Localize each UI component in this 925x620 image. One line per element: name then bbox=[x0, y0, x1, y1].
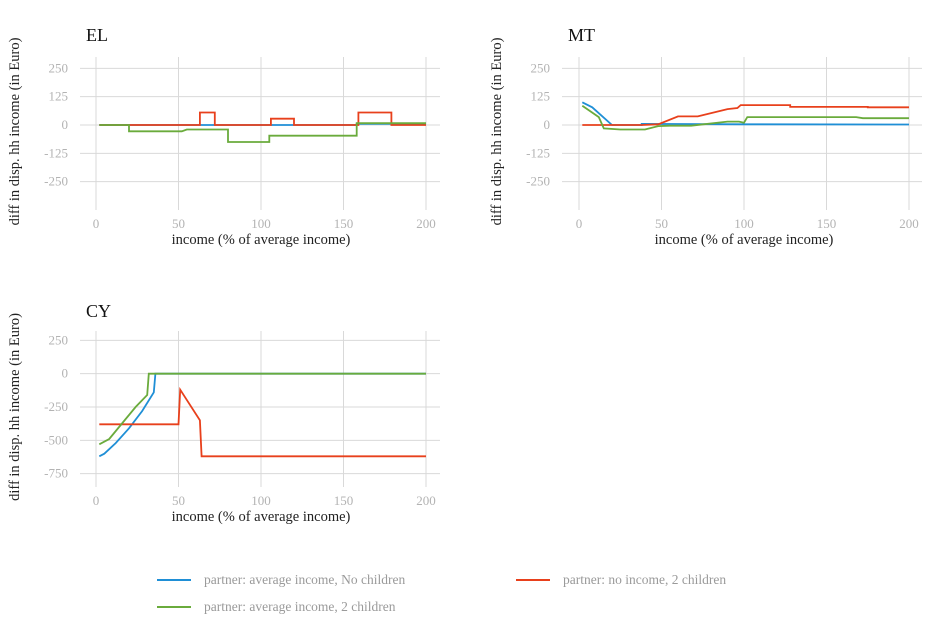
legend: partner: average income, No children par… bbox=[157, 572, 726, 614]
y-tick-label: 0 bbox=[62, 366, 69, 381]
x-axis-title: income (% of average income) bbox=[172, 232, 351, 248]
panel-title: CY bbox=[86, 301, 111, 321]
panel-title: EL bbox=[86, 25, 108, 45]
series-line-1 bbox=[582, 104, 909, 126]
x-tick-label: 100 bbox=[251, 216, 271, 231]
x-tick-label: 200 bbox=[416, 216, 436, 231]
y-tick-label: 250 bbox=[49, 60, 69, 75]
series-line-1 bbox=[99, 111, 426, 126]
panel-mt: 0 50 100 150 200 250 125 0 -125 -250 MT income (% o… bbox=[489, 25, 922, 248]
legend-label: partner: no income, 2 children bbox=[563, 572, 726, 587]
y-axis-title: diff in disp. hh income (in Euro) bbox=[489, 37, 505, 225]
x-tick-label: 0 bbox=[93, 493, 100, 508]
series-line-2 bbox=[99, 122, 426, 143]
x-axis-title: income (% of average income) bbox=[655, 232, 834, 248]
series-line-0 bbox=[98, 372, 426, 458]
legend-item-no-income-2-children: partner: no income, 2 children bbox=[516, 572, 726, 587]
y-tick-label: 125 bbox=[531, 89, 551, 104]
y-tick-label: 125 bbox=[49, 89, 69, 104]
x-tick-label: 100 bbox=[251, 493, 271, 508]
y-tick-label: -125 bbox=[44, 145, 68, 160]
chart-panels: 0 50 100 150 200 250 125 0 -125 -250 EL income (% o… bbox=[7, 25, 922, 525]
legend-item-avg-2-children: partner: average income, 2 children bbox=[157, 599, 396, 614]
x-tick-label: 200 bbox=[416, 493, 436, 508]
x-axis-title: income (% of average income) bbox=[172, 509, 351, 525]
y-tick-label: -250 bbox=[44, 174, 68, 189]
y-axis-title: diff in disp. hh income (in Euro) bbox=[7, 37, 23, 225]
panel-cy: 0 50 100 150 200 250 0 -250 -500 -750 CY income (% … bbox=[7, 301, 440, 525]
x-tick-label: 0 bbox=[93, 216, 100, 231]
y-axis-title: diff in disp. hh income (in Euro) bbox=[7, 313, 23, 501]
legend-label: partner: average income, 2 children bbox=[204, 599, 396, 614]
x-tick-label: 50 bbox=[655, 216, 668, 231]
y-tick-label: -250 bbox=[44, 399, 68, 414]
x-tick-label: 200 bbox=[899, 216, 919, 231]
y-tick-label: 0 bbox=[62, 117, 69, 132]
y-tick-label: -125 bbox=[526, 145, 550, 160]
y-tick-label: 0 bbox=[544, 117, 551, 132]
legend-label: partner: average income, No children bbox=[204, 572, 406, 587]
x-tick-label: 100 bbox=[734, 216, 754, 231]
x-tick-label: 50 bbox=[172, 216, 185, 231]
y-tick-label: -250 bbox=[526, 174, 550, 189]
y-tick-label: -500 bbox=[44, 432, 68, 447]
legend-item-avg-no-children: partner: average income, No children bbox=[157, 572, 406, 587]
y-tick-label: 250 bbox=[531, 60, 551, 75]
series-line-2 bbox=[581, 104, 909, 131]
x-tick-label: 0 bbox=[576, 216, 583, 231]
y-tick-label: 250 bbox=[49, 332, 69, 347]
panel-title: MT bbox=[568, 25, 595, 45]
series-line-2 bbox=[98, 372, 426, 446]
x-tick-label: 150 bbox=[817, 216, 837, 231]
panel-el: 0 50 100 150 200 250 125 0 -125 -250 EL income (% o… bbox=[7, 25, 440, 248]
x-tick-label: 150 bbox=[334, 493, 354, 508]
x-tick-label: 150 bbox=[334, 216, 354, 231]
y-tick-label: -750 bbox=[44, 466, 68, 481]
series-line-1 bbox=[99, 386, 426, 458]
x-tick-label: 50 bbox=[172, 493, 185, 508]
